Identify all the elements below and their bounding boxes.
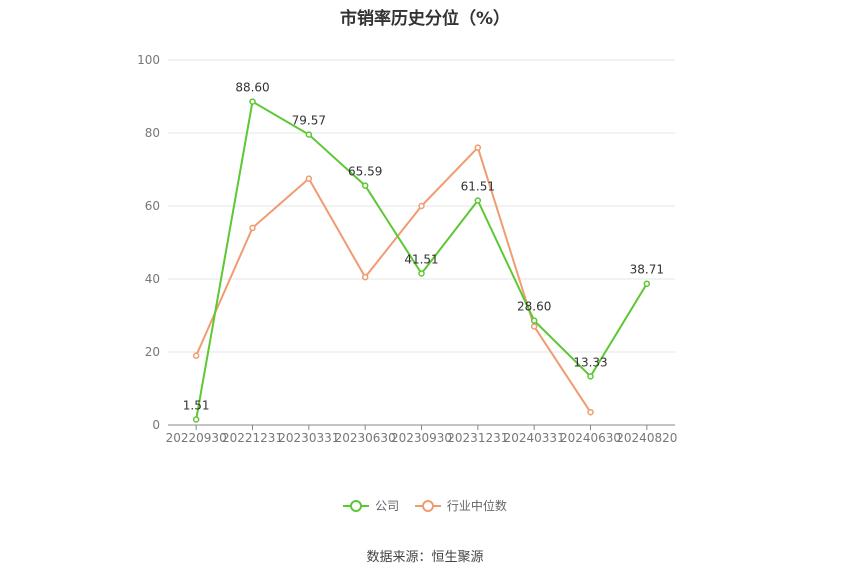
data-point [249, 98, 256, 105]
data-label: 1.51 [183, 398, 210, 412]
x-tick-label: 20240630 [560, 431, 621, 445]
x-tick-label: 20231231 [447, 431, 508, 445]
data-source: 数据来源：恒生聚源 [366, 550, 484, 565]
data-point [249, 224, 256, 232]
data-point [361, 182, 369, 189]
y-tick-label: 80 [145, 126, 160, 140]
data-label: 79.57 [292, 114, 326, 128]
y-tick-label: 40 [145, 272, 160, 286]
legend-item-company[interactable]: 公司 [343, 497, 399, 514]
data-point [361, 273, 369, 281]
data-label: 13.33 [573, 355, 607, 369]
series-layer [192, 98, 651, 423]
y-tick-label: 100 [137, 53, 160, 67]
legend-industry-marker-icon [414, 499, 441, 512]
y-tick-label: 0 [152, 418, 160, 432]
data-point [587, 373, 594, 380]
x-tick-label: 20240820 [616, 431, 677, 445]
legend: 公司 行业中位数 [0, 497, 850, 516]
x-tick-label: 20221231 [222, 431, 283, 445]
data-point [643, 280, 651, 287]
data-label: 61.51 [461, 179, 495, 193]
x-tick-label: 20230930 [391, 431, 452, 445]
data-point [192, 352, 200, 359]
axis-layer: 0204060801002022093020221231202303312023… [137, 53, 677, 445]
y-tick-label: 20 [145, 345, 160, 359]
data-label: 65.59 [348, 165, 382, 179]
y-tick-label: 60 [145, 199, 160, 213]
data-point [305, 175, 313, 182]
label-layer: 1.51 88.60 79.57 65.59 41.51 61.51 28.60 13.33 3… [183, 81, 664, 413]
data-point [530, 323, 538, 330]
data-label: 28.60 [517, 300, 551, 314]
data-point [587, 408, 594, 416]
x-tick-label: 20220930 [166, 431, 227, 445]
data-point [305, 131, 313, 138]
data-point [418, 202, 425, 210]
series-line-1 [195, 146, 592, 413]
x-tick-label: 20240331 [504, 431, 565, 445]
x-tick-label: 20230630 [335, 431, 396, 445]
data-point [474, 144, 482, 151]
legend-item-industry-median[interactable]: 行业中位数 [414, 497, 507, 514]
data-point [474, 197, 482, 204]
legend-industry-label: 行业中位数 [446, 499, 507, 513]
chart-title: 市销率历史分位（%） [339, 9, 511, 29]
data-label: 38.71 [630, 263, 664, 277]
data-point [530, 317, 538, 324]
data-point [418, 270, 425, 277]
data-label: 88.60 [235, 81, 269, 95]
legend-company-marker-icon [343, 499, 370, 512]
legend-company-label: 公司 [375, 499, 400, 513]
data-point [192, 416, 200, 423]
data-label: 41.51 [404, 252, 438, 266]
x-tick-label: 20230331 [278, 431, 339, 445]
